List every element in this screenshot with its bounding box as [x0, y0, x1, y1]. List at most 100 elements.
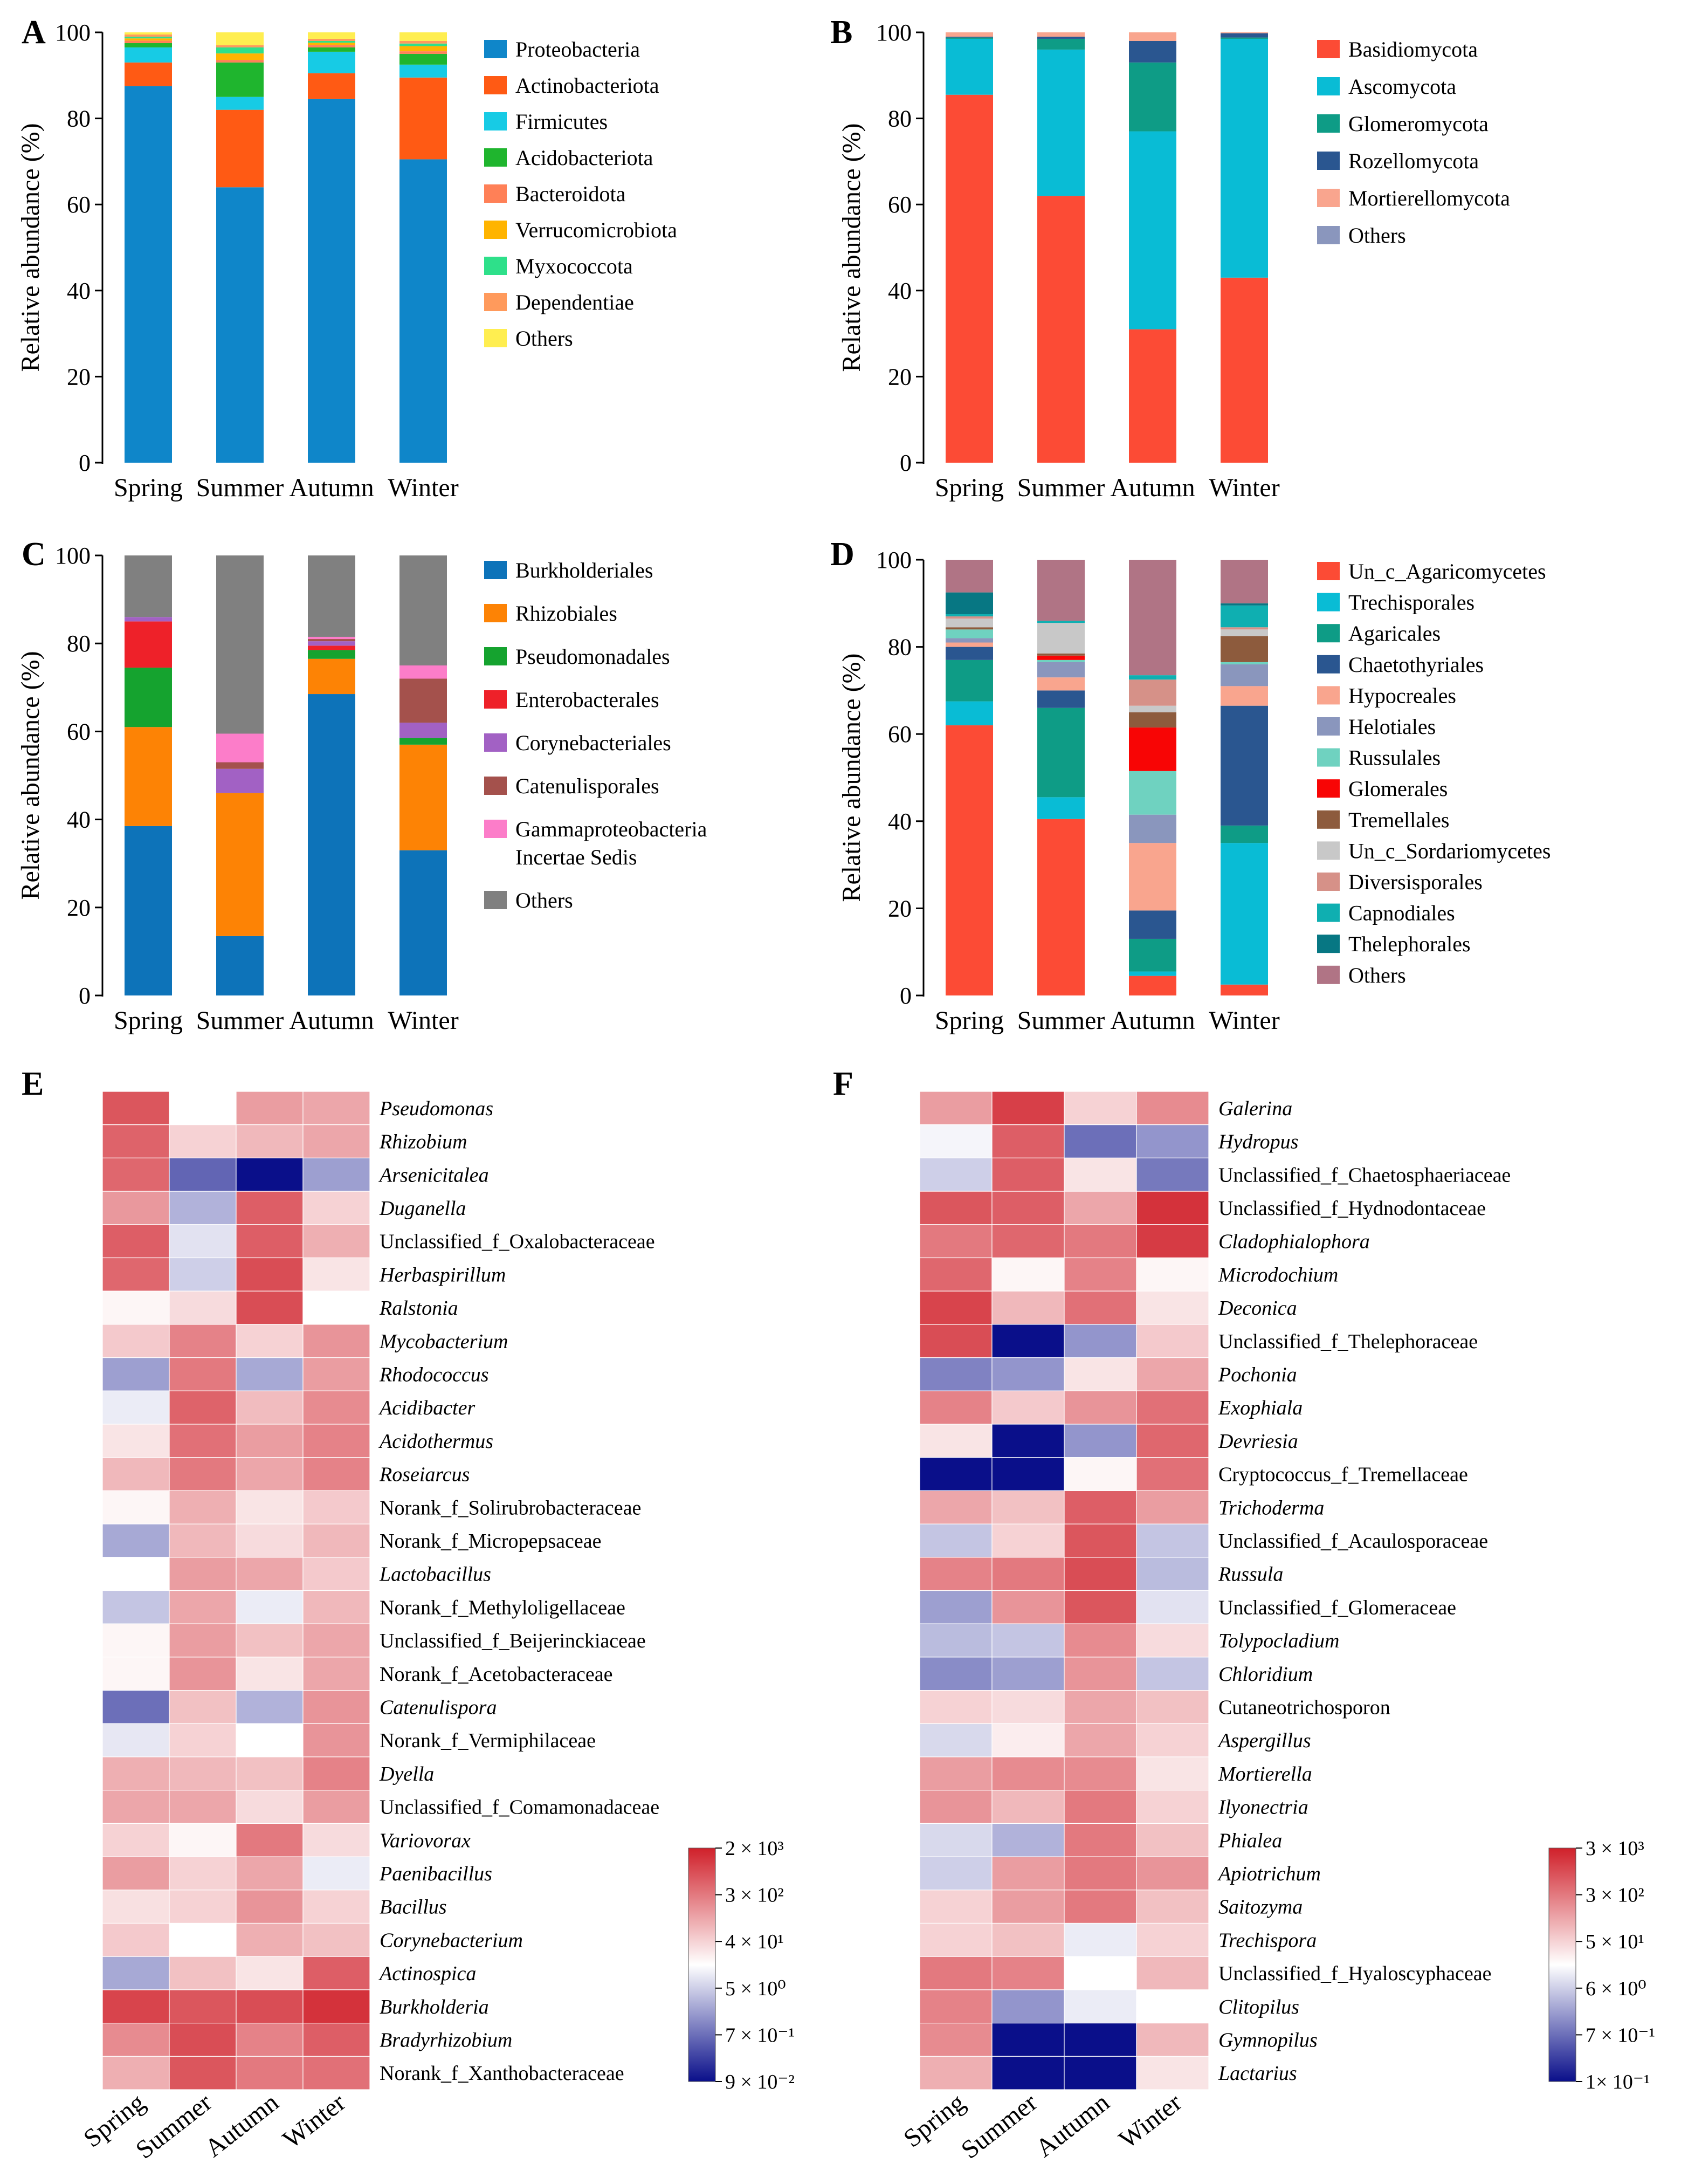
legend-label-line: Un_c_Agaricomycetes — [1348, 559, 1546, 583]
bar-autumn-bacteroidota — [308, 45, 355, 47]
cell-dyella-autumn — [236, 1756, 304, 1791]
legend-swatch — [484, 647, 507, 665]
bar-autumn-gammaproteobacteria-incertae-sedis — [308, 636, 355, 640]
bar-spring-corynebacteriales — [125, 617, 172, 622]
bar-autumn-burkholderiales — [308, 694, 355, 995]
cell-norank-f-micropepsaceae-spring — [102, 1523, 170, 1558]
y-tick-label: 100 — [876, 547, 912, 573]
cell-cutaneotrichosporon-summer — [991, 1690, 1065, 1724]
cell-unclassified-f-acaulosporaceae-summer — [991, 1523, 1065, 1558]
row-label: Hydropus — [1218, 1131, 1298, 1153]
bar-winter-gammaproteobacteria-incertae-sedis — [399, 665, 447, 679]
bar-autumn-capnodiales — [1129, 675, 1176, 680]
column-label: Autumn — [199, 2088, 284, 2163]
cell-acidibacter-autumn — [236, 1390, 304, 1425]
cell-cryptococcus-f-tremellaceae-autumn — [1064, 1457, 1137, 1491]
cell-duganella-summer — [169, 1191, 237, 1225]
cell-bradyrhizobium-winter — [302, 2023, 370, 2057]
bar-spring-verrucomicrobiota — [125, 38, 172, 41]
cell-herbaspirillum-spring — [102, 1257, 170, 1292]
y-tick-label: 0 — [79, 983, 91, 1009]
bar-winter-others — [399, 32, 447, 41]
bar-winter-rozellomycota — [1221, 33, 1268, 38]
x-tick-label: Spring — [935, 1006, 1004, 1035]
legend-swatch — [1317, 873, 1340, 891]
legend-swatch — [1317, 562, 1340, 580]
legend-label-line: Un_c_Sordariomycetes — [1348, 839, 1551, 863]
bar-autumn-catenulisporales — [308, 639, 355, 642]
legend-swatch — [1317, 655, 1340, 674]
bar-autumn-basidiomycota — [1129, 329, 1176, 463]
legend-label-line: Russulales — [1348, 746, 1441, 770]
bar-autumn-firmicutes — [308, 51, 355, 73]
legend-label-line: Verrucomicrobiota — [515, 218, 677, 242]
cell-acidothermus-winter — [302, 1424, 370, 1458]
bar-winter-others — [1221, 560, 1268, 603]
cell-aspergillus-spring — [919, 1723, 993, 1757]
column-label: Winter — [278, 2088, 351, 2154]
bar-winter-un-c-agaricomycetes — [1221, 984, 1268, 995]
legend-swatch — [484, 184, 507, 203]
legend-label: Ascomycota — [1348, 74, 1456, 99]
legend-swatch — [1317, 77, 1340, 95]
column-label: Winter — [1114, 2088, 1187, 2154]
row-label: Apiotrichum — [1217, 1863, 1321, 1885]
cell-unclassified-f-glomeraceae-winter — [1136, 1590, 1209, 1624]
legend-swatch — [484, 690, 507, 709]
cell-roseiarcus-spring — [102, 1457, 170, 1491]
cell-unclassified-f-thelephoraceae-autumn — [1064, 1324, 1137, 1358]
cell-mortierella-autumn — [1064, 1756, 1137, 1791]
bar-autumn-russulales — [1129, 771, 1176, 815]
cell-rhodococcus-winter — [302, 1357, 370, 1391]
cell-mycobacterium-autumn — [236, 1324, 304, 1358]
y-tick-label: 20 — [888, 363, 912, 390]
bar-spring-others — [946, 560, 993, 593]
legend-label: Catenulisporales — [515, 774, 659, 798]
y-tick-label: 40 — [888, 808, 912, 835]
bar-winter-chaetothyriales — [1221, 705, 1268, 826]
cell-ralstonia-summer — [169, 1290, 237, 1325]
bar-winter-russulales — [1221, 662, 1268, 664]
bar-winter-mortierellomycota — [1221, 32, 1268, 33]
bar-winter-others — [399, 555, 447, 665]
legend-item-agaricales: Agaricales — [1317, 621, 1441, 645]
cell-arsenicitalea-winter — [302, 1157, 370, 1192]
legend-item-actinobacteriota: Actinobacteriota — [484, 73, 659, 98]
x-tick-label: Summer — [1017, 473, 1105, 502]
legend-label: Chaetothyriales — [1348, 653, 1484, 677]
row-label: Catenulispora — [380, 1696, 497, 1719]
cell-unclassified-f-hydnodontaceae-summer — [991, 1191, 1065, 1225]
legend-swatch — [1317, 593, 1340, 612]
legend-label: Un_c_Sordariomycetes — [1348, 839, 1551, 863]
cell-unclassified-f-acaulosporaceae-spring — [919, 1523, 993, 1558]
row-label: Lactobacillus — [379, 1563, 491, 1586]
bar-summer-glomerales — [1037, 655, 1085, 660]
cell-tolypocladium-summer — [991, 1623, 1065, 1658]
cell-herbaspirillum-summer — [169, 1257, 237, 1292]
y-tick-label: 20 — [888, 895, 912, 922]
row-label: Microdochium — [1218, 1263, 1338, 1286]
bar-spring-myxococcota — [125, 36, 172, 39]
bar-autumn-helotiales — [1129, 814, 1176, 843]
bar-spring-chaetothyriales — [946, 647, 993, 660]
bar-spring-acidobacteriota — [125, 43, 172, 47]
bar-autumn-glomeromycota — [1129, 62, 1176, 132]
bar-summer-acidobacteriota — [216, 62, 264, 97]
x-tick-label: Autumn — [1110, 473, 1195, 502]
cell-unclassified-f-thelephoraceae-spring — [919, 1324, 993, 1358]
legend-item-trechisporales: Trechisporales — [1317, 590, 1474, 615]
legend-label-line: Others — [1348, 963, 1406, 987]
bar-winter-firmicutes — [399, 64, 447, 78]
bar-spring-tremellales — [946, 627, 993, 630]
cell-galerina-spring — [919, 1091, 993, 1125]
bar-autumn-rhizobiales — [308, 658, 355, 695]
panel-letter: C — [22, 536, 46, 573]
cell-chloridium-summer — [991, 1657, 1065, 1691]
cell-trichoderma-winter — [1136, 1490, 1209, 1524]
cell-cutaneotrichosporon-spring — [919, 1690, 993, 1724]
legend-label-line: Helotiales — [1348, 715, 1436, 739]
colorbar-tick-label: 6 × 10⁰ — [1586, 1977, 1646, 2000]
cell-bradyrhizobium-autumn — [236, 2023, 304, 2057]
cell-lactobacillus-autumn — [236, 1557, 304, 1591]
legend-item-enterobacterales: Enterobacterales — [484, 688, 659, 712]
